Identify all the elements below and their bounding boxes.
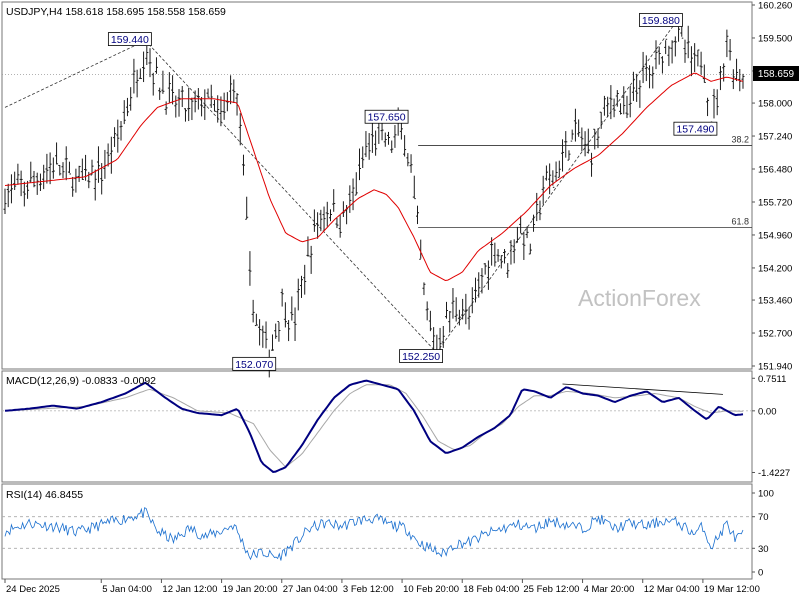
x-tick-label: 27 Jan 04:00 (283, 584, 338, 595)
price-annotation-box (107, 32, 152, 46)
rsi-tick-label: 30 (758, 544, 769, 555)
price-annotation-label: 157.650 (368, 112, 406, 124)
trendline (4, 40, 146, 108)
x-tick-label: 10 Feb 20:00 (403, 584, 459, 595)
price-tick-label: 156.480 (758, 165, 792, 176)
price-panel (1, 1, 753, 370)
macd-layer (2, 379, 752, 473)
fibonacci-label: 61.8 (731, 217, 749, 227)
price-tick-label: 160.260 (758, 1, 792, 12)
macd-panel-title: MACD(12,26,9) -0.0833 -0.0092 (6, 375, 156, 387)
x-tick-label: 12 Jan 12:00 (162, 584, 217, 595)
price-annotation-box (232, 356, 277, 371)
macd-line (4, 379, 744, 473)
current-price-label: 158.659 (758, 69, 795, 80)
price-tick-label: 159.500 (758, 33, 792, 44)
macd-panel (1, 370, 753, 483)
macd-signal-line (4, 384, 744, 468)
price-annotation-box (639, 13, 683, 27)
price-layer: 38.2 61.8 159.440 152.070 157.650 152.250 159.… (2, 13, 752, 378)
x-tick-label: 19 Mar 12:00 (704, 584, 760, 595)
x-tick-label: 4 Mar 20:00 (584, 584, 635, 595)
x-tick-label: 24 Dec 2025 (6, 584, 60, 595)
price-annotation-label: 152.070 (235, 359, 273, 371)
x-tick-label: 25 Feb 12:00 (523, 584, 579, 595)
price-tick-label: 151.940 (758, 362, 792, 373)
fibonacci-label: 38.2 (731, 135, 749, 145)
x-tick-label: 3 Feb 12:00 (343, 584, 394, 595)
price-tick-label: 154.960 (758, 230, 792, 241)
price-annotation-box (399, 349, 443, 363)
price-annotation-label: 159.440 (111, 34, 149, 46)
rsi-tick-label: 100 (758, 489, 774, 500)
rsi-panel (1, 483, 753, 580)
current-price-tag (753, 66, 799, 81)
price-annotation-box (673, 121, 718, 136)
x-tick-label: 18 Feb 04:00 (463, 584, 519, 595)
x-tick-label: 12 Mar 04:00 (644, 584, 700, 595)
price-tick-label: 157.240 (758, 132, 792, 143)
price-panel-title: USDJPY,H4 158.618 158.695 158.558 158.65… (6, 6, 226, 18)
moving-average-line (4, 72, 744, 282)
trendline (145, 40, 437, 353)
macd-tick-label: 0.7511 (758, 374, 786, 385)
rsi-tick-label: 70 (758, 512, 769, 523)
price-tick-label: 158.000 (758, 99, 792, 110)
macd-tick-label: -1.4227 (758, 468, 790, 479)
price-annotation-label: 152.250 (402, 351, 440, 363)
macd-tick-label: 0.00 (758, 406, 777, 417)
price-annotation-label: 157.490 (676, 124, 714, 136)
rsi-line (4, 507, 744, 561)
price-tick-label: 152.700 (758, 329, 792, 340)
price-tick-label: 154.200 (758, 263, 792, 274)
price-annotation-label: 159.880 (642, 15, 680, 27)
price-tick-label: 153.460 (758, 296, 792, 307)
rsi-panel-title: RSI(14) 46.8455 (6, 489, 83, 501)
price-annotation-box (364, 109, 409, 124)
rsi-tick-label: 0 (758, 568, 763, 579)
x-tick-label: 5 Jan 04:00 (102, 584, 152, 595)
watermark: ActionForex (578, 285, 701, 311)
rsi-layer (2, 507, 752, 561)
price-tick-label: 155.720 (758, 197, 792, 208)
x-tick-label: 19 Jan 20:00 (223, 584, 278, 595)
macd-trendline (562, 383, 723, 395)
